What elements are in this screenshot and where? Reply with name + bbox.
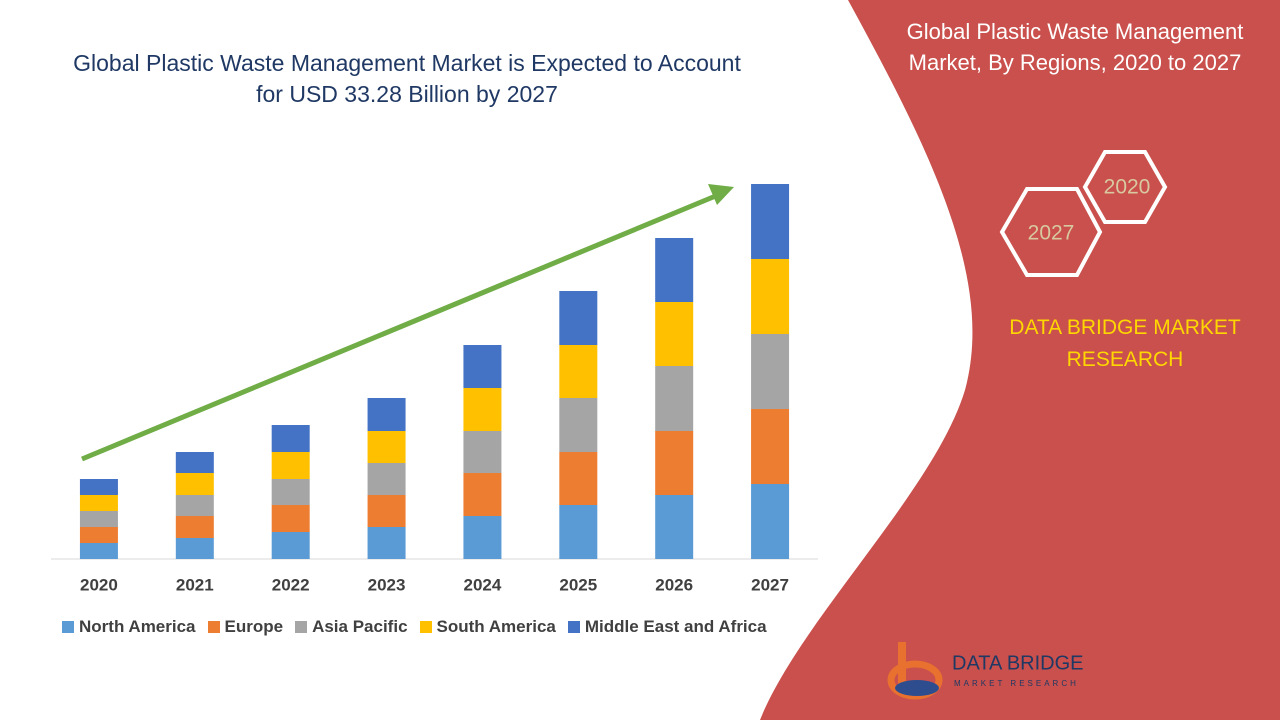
sidebar-title: Global Plastic Waste Management Market, … <box>906 19 1244 75</box>
bar-segment <box>271 532 310 559</box>
bar-segment <box>271 479 310 505</box>
bar-segment <box>367 495 406 527</box>
bar-segment <box>367 431 406 463</box>
legend-item: South America <box>419 617 556 637</box>
x-tick-label: 2024 <box>464 575 502 594</box>
bar-segment <box>463 431 502 473</box>
bar-segment <box>367 398 406 431</box>
legend-swatch <box>419 621 432 633</box>
bar-segment <box>655 238 694 302</box>
bar-segment <box>175 538 214 559</box>
bar-segment <box>79 495 118 511</box>
bar-segment <box>463 388 502 431</box>
trend-arrow <box>81 192 719 462</box>
bar-segment <box>79 527 118 543</box>
bar-segment <box>751 409 790 484</box>
bar-segment <box>175 452 214 473</box>
bar-segment <box>79 479 118 495</box>
legend-item: Middle East and Africa <box>567 617 767 637</box>
bar-segment <box>751 259 790 334</box>
bar-segment <box>271 425 310 452</box>
chart-title: Global Plastic Waste Management Market i… <box>73 50 741 107</box>
bar-segment <box>559 345 598 398</box>
bar-segment <box>367 527 406 559</box>
legend-item: North America <box>62 617 196 637</box>
logo-name: DATA BRIDGE <box>952 652 1084 674</box>
bar-segment <box>655 431 694 495</box>
legend-swatch <box>567 621 580 633</box>
hexagon-label: 2020 <box>1104 176 1151 199</box>
x-tick-label: 2027 <box>751 575 789 594</box>
logo-shape <box>887 660 943 700</box>
legend-label: Asia Pacific <box>312 617 408 636</box>
legend-label: North America <box>79 617 196 636</box>
logo: DATA BRIDGE MARKET RESEARCH <box>887 642 1084 700</box>
bar-segment <box>175 473 214 495</box>
bar-segment <box>559 398 598 452</box>
legend-label: Middle East and Africa <box>584 617 767 636</box>
legend-swatch <box>295 621 308 633</box>
legend-label: Europe <box>224 617 284 636</box>
bar-segment <box>175 495 214 516</box>
x-tick-label: 2026 <box>655 575 693 594</box>
bar-segment <box>463 473 502 516</box>
logo-tagline: MARKET RESEARCH <box>954 679 1079 688</box>
x-tick-label: 2023 <box>368 575 406 594</box>
brand: DATA BRIDGE MARKET RESEARCH <box>1009 316 1241 371</box>
bar-segment <box>271 505 310 532</box>
bar-segment <box>559 452 598 505</box>
bar-segment <box>559 291 598 345</box>
bar-segment <box>367 463 406 495</box>
side-panel <box>760 0 1280 720</box>
bar-segment <box>79 511 118 527</box>
legend-label: South America <box>436 617 556 636</box>
bar-segment <box>463 345 502 388</box>
bar-segment <box>655 366 694 431</box>
bar-segment <box>559 505 598 559</box>
hexagon <box>999 187 1103 277</box>
bar-segment <box>79 543 118 559</box>
bar-segment <box>463 516 502 559</box>
legend-swatch <box>62 621 74 633</box>
bar-segment <box>271 452 310 479</box>
bar-segment <box>175 516 214 538</box>
legend-swatch <box>207 621 220 633</box>
bar-segment <box>655 495 694 559</box>
bar-segment <box>751 484 790 559</box>
hexagon <box>1082 150 1168 224</box>
hexagon-label: 2027 <box>1028 222 1075 245</box>
x-tick-label: 2025 <box>559 575 597 594</box>
legend: North America Europe Asia Pacific South Ame… <box>62 617 767 637</box>
x-tick-label: 2020 <box>80 575 118 594</box>
bar-segment <box>751 334 790 409</box>
x-tick-label: 2021 <box>176 575 214 594</box>
bar-segment <box>655 302 694 366</box>
legend-item: Asia Pacific <box>295 617 408 637</box>
bar-segment <box>751 184 790 259</box>
trend-arrowhead <box>708 184 734 205</box>
logo-shape <box>895 680 939 696</box>
legend-item: Europe <box>207 617 284 637</box>
x-tick-label: 2022 <box>272 575 310 594</box>
